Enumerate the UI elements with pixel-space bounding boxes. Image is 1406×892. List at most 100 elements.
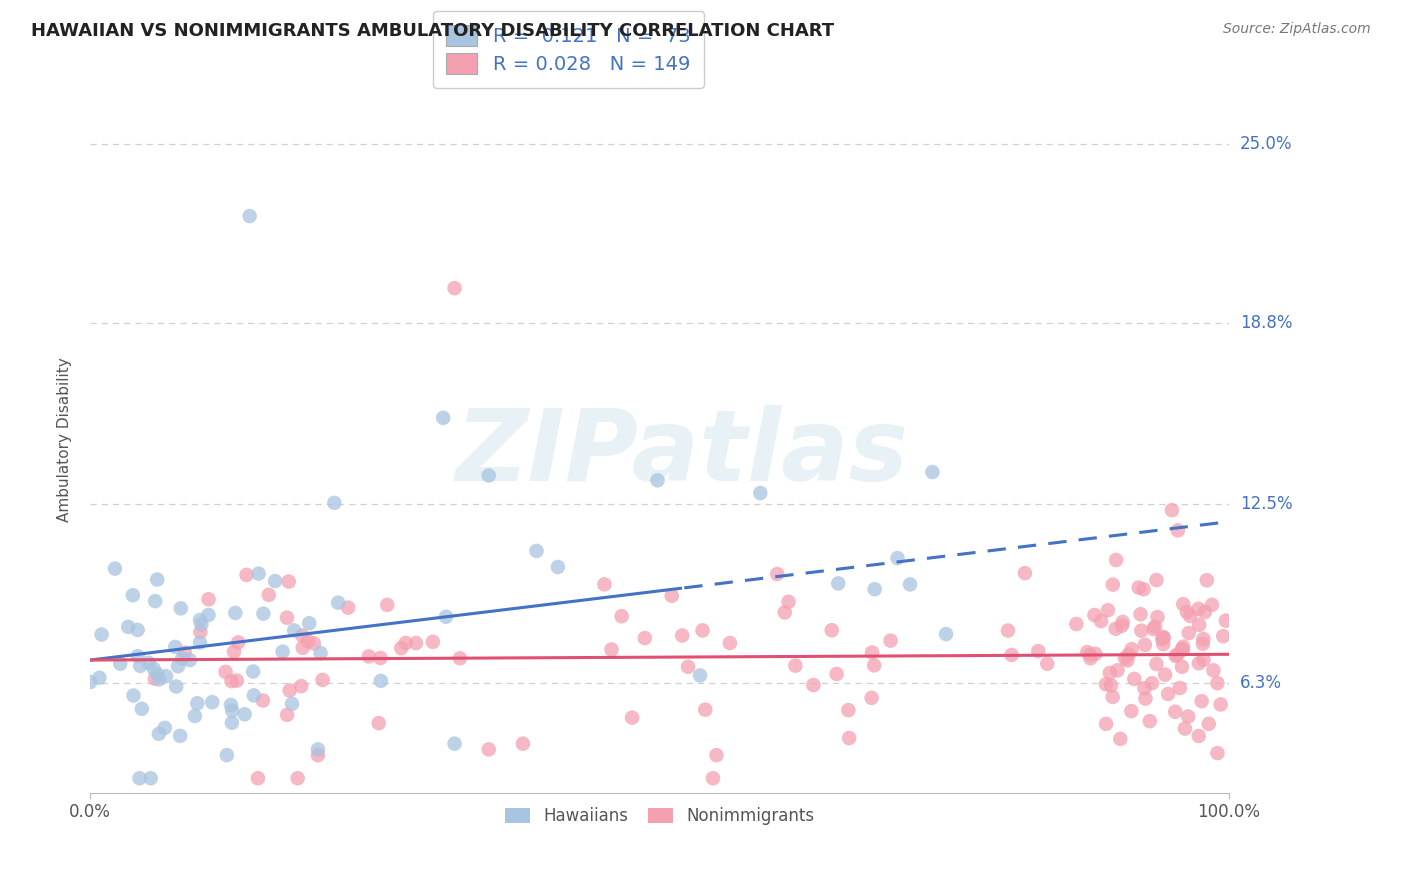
Point bbox=[297, 634, 319, 648]
Point bbox=[146, 573, 169, 587]
Point bbox=[165, 640, 187, 654]
Point bbox=[661, 589, 683, 603]
Point bbox=[165, 680, 187, 694]
Point bbox=[825, 667, 848, 681]
Point bbox=[1142, 622, 1164, 636]
Point bbox=[302, 636, 325, 650]
Point bbox=[443, 281, 465, 295]
Point bbox=[1121, 642, 1143, 657]
Point bbox=[190, 625, 212, 640]
Point bbox=[827, 576, 849, 591]
Point bbox=[1135, 691, 1157, 706]
Point bbox=[676, 660, 699, 674]
Point bbox=[186, 696, 208, 710]
Point bbox=[1121, 704, 1143, 718]
Point bbox=[621, 710, 644, 724]
Point bbox=[785, 658, 807, 673]
Point bbox=[122, 689, 145, 703]
Point bbox=[1123, 672, 1146, 686]
Point bbox=[307, 748, 329, 763]
Text: 25.0%: 25.0% bbox=[1240, 135, 1292, 153]
Point bbox=[1112, 615, 1135, 629]
Point bbox=[1105, 622, 1128, 636]
Point bbox=[143, 594, 166, 608]
Point bbox=[422, 635, 444, 649]
Point bbox=[886, 551, 908, 566]
Text: ZIPatlas: ZIPatlas bbox=[456, 405, 908, 502]
Point bbox=[1128, 581, 1150, 595]
Point bbox=[1166, 648, 1188, 662]
Point bbox=[146, 667, 169, 681]
Point bbox=[246, 771, 269, 785]
Point bbox=[997, 624, 1019, 638]
Point bbox=[277, 574, 299, 589]
Point bbox=[323, 496, 346, 510]
Point bbox=[1101, 690, 1123, 704]
Point bbox=[148, 727, 170, 741]
Point bbox=[287, 771, 309, 785]
Point bbox=[600, 642, 623, 657]
Point bbox=[1152, 630, 1174, 644]
Point bbox=[702, 771, 724, 785]
Point bbox=[1026, 644, 1049, 658]
Point bbox=[1014, 566, 1036, 580]
Point bbox=[110, 657, 132, 671]
Point bbox=[1133, 681, 1156, 696]
Point bbox=[718, 636, 741, 650]
Point bbox=[1154, 667, 1177, 681]
Point bbox=[139, 771, 162, 785]
Point bbox=[1206, 676, 1229, 690]
Point bbox=[1195, 573, 1218, 587]
Point bbox=[1036, 657, 1059, 671]
Point bbox=[224, 606, 246, 620]
Point bbox=[1097, 603, 1119, 617]
Point bbox=[1066, 617, 1088, 632]
Point bbox=[1107, 664, 1129, 678]
Point bbox=[647, 473, 669, 487]
Point bbox=[1191, 694, 1213, 708]
Point bbox=[1173, 597, 1195, 611]
Point bbox=[221, 715, 243, 730]
Point bbox=[221, 674, 243, 689]
Point bbox=[239, 209, 262, 223]
Point bbox=[1194, 605, 1216, 619]
Point bbox=[90, 627, 112, 641]
Point bbox=[512, 737, 534, 751]
Point bbox=[271, 645, 294, 659]
Point bbox=[1098, 665, 1121, 680]
Point bbox=[1187, 602, 1209, 616]
Point bbox=[610, 609, 633, 624]
Point bbox=[298, 616, 321, 631]
Point bbox=[1111, 618, 1133, 632]
Point bbox=[671, 628, 693, 642]
Point bbox=[706, 748, 728, 763]
Y-axis label: Ambulatory Disability: Ambulatory Disability bbox=[58, 357, 72, 522]
Point bbox=[860, 645, 883, 659]
Legend: Hawaiians, Nonimmigrants: Hawaiians, Nonimmigrants bbox=[496, 799, 823, 834]
Text: Source: ZipAtlas.com: Source: ZipAtlas.com bbox=[1223, 22, 1371, 37]
Point bbox=[863, 582, 886, 597]
Point bbox=[1171, 660, 1194, 674]
Point bbox=[1144, 619, 1167, 633]
Point bbox=[222, 645, 245, 659]
Point bbox=[449, 651, 471, 665]
Point bbox=[243, 689, 266, 703]
Point bbox=[1152, 632, 1174, 646]
Point bbox=[1215, 614, 1237, 628]
Point bbox=[127, 649, 149, 664]
Point bbox=[122, 588, 145, 602]
Point bbox=[226, 635, 249, 649]
Point bbox=[432, 410, 454, 425]
Point bbox=[309, 646, 332, 660]
Point bbox=[117, 620, 139, 634]
Point bbox=[773, 606, 796, 620]
Point bbox=[1116, 653, 1139, 667]
Point bbox=[143, 672, 166, 686]
Point bbox=[138, 656, 160, 670]
Point bbox=[1080, 651, 1102, 665]
Point bbox=[1192, 653, 1215, 667]
Point bbox=[242, 665, 264, 679]
Point bbox=[1206, 746, 1229, 760]
Point bbox=[1202, 663, 1225, 677]
Point bbox=[1212, 629, 1234, 643]
